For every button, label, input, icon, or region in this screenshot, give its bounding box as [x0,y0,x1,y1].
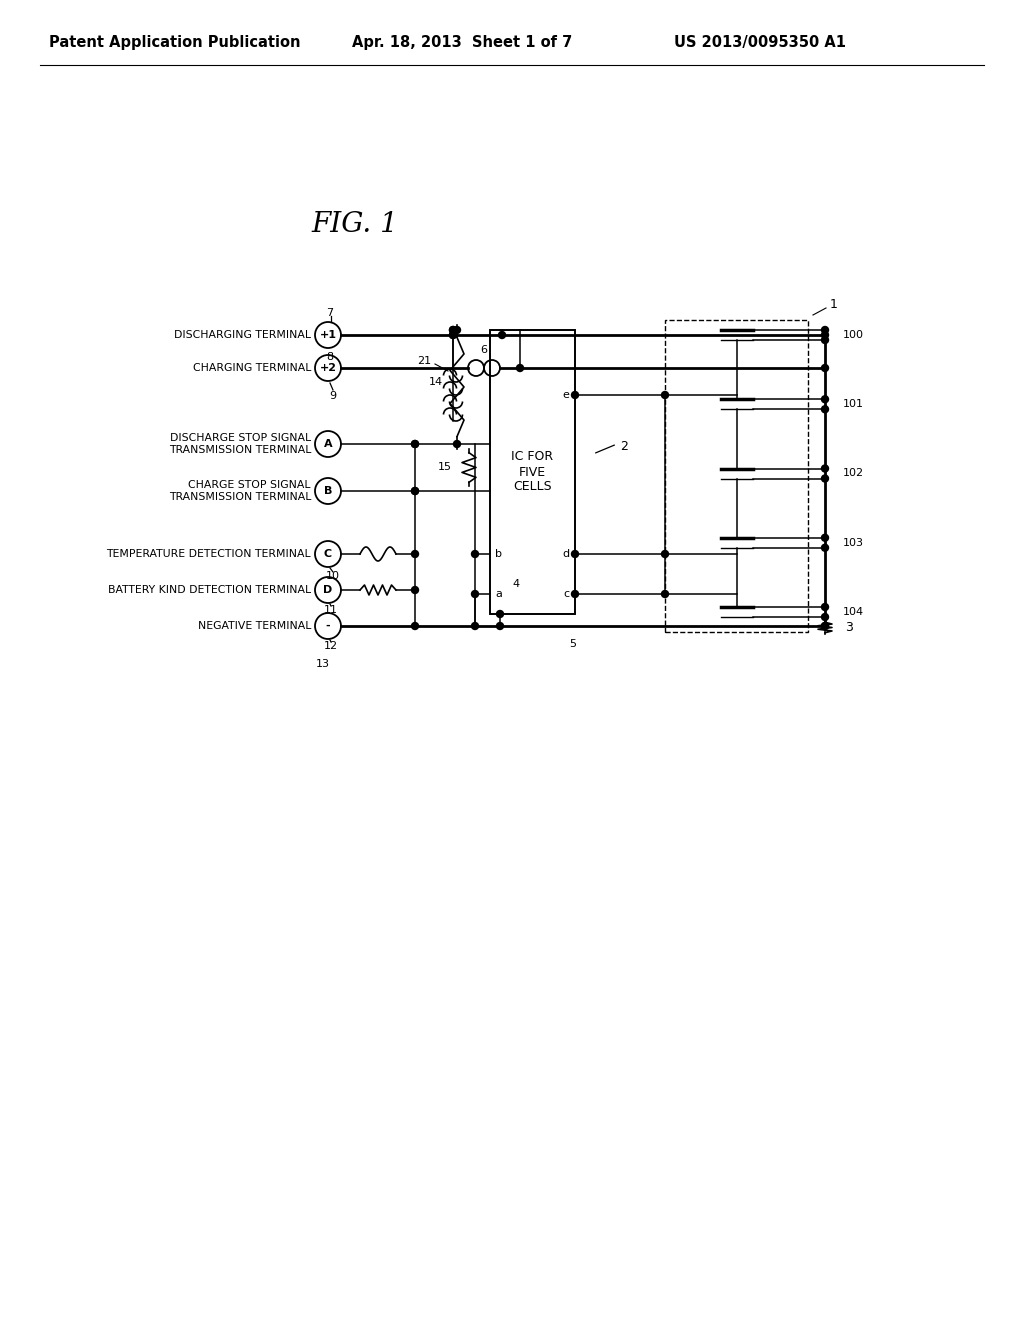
Text: 2: 2 [620,441,628,454]
Text: NEGATIVE TERMINAL: NEGATIVE TERMINAL [198,620,311,631]
Text: 9: 9 [330,391,337,401]
Text: 3: 3 [845,620,853,634]
Text: a: a [496,589,503,599]
Circle shape [450,331,457,338]
Circle shape [821,405,828,413]
Circle shape [571,590,579,598]
Text: c: c [563,589,569,599]
Text: US 2013/0095350 A1: US 2013/0095350 A1 [674,34,846,49]
Circle shape [662,590,669,598]
Text: 10: 10 [326,572,340,581]
Circle shape [454,326,461,334]
Text: IC FOR
FIVE
CELLS: IC FOR FIVE CELLS [511,450,554,494]
Text: BATTERY KIND DETECTION TERMINAL: BATTERY KIND DETECTION TERMINAL [108,585,311,595]
Circle shape [821,396,828,403]
Circle shape [821,465,828,473]
Text: +1: +1 [319,330,337,341]
Text: 4: 4 [512,579,519,589]
Text: 12: 12 [324,642,338,651]
Text: CHARGING TERMINAL: CHARGING TERMINAL [193,363,311,374]
Text: 11: 11 [324,605,338,615]
Circle shape [412,487,419,495]
Circle shape [821,475,828,482]
Circle shape [516,364,523,371]
Circle shape [821,614,828,620]
Text: FIG. 1: FIG. 1 [311,211,398,239]
Circle shape [821,331,828,338]
Text: d: d [562,549,569,558]
Text: e: e [562,389,569,400]
Text: CHARGE STOP SIGNAL
TRANSMISSION TERMINAL: CHARGE STOP SIGNAL TRANSMISSION TERMINAL [169,479,311,502]
Circle shape [412,586,419,594]
Circle shape [454,441,461,447]
Text: 103: 103 [843,537,864,548]
Circle shape [662,550,669,557]
Circle shape [412,623,419,630]
Bar [490,330,575,614]
Text: DISCHARGE STOP SIGNAL
TRANSMISSION TERMINAL: DISCHARGE STOP SIGNAL TRANSMISSION TERMI… [169,433,311,455]
Text: 100: 100 [843,330,864,341]
Circle shape [821,535,828,541]
Circle shape [821,337,828,343]
Text: Patent Application Publication: Patent Application Publication [49,34,301,49]
Text: 1: 1 [830,298,838,312]
Text: D: D [324,585,333,595]
Text: -: - [326,620,331,631]
Circle shape [821,623,828,630]
Text: 6: 6 [480,345,487,355]
Text: 14: 14 [429,378,443,387]
Text: 7: 7 [327,308,334,318]
Text: A: A [324,440,333,449]
Text: DISCHARGING TERMINAL: DISCHARGING TERMINAL [174,330,311,341]
Circle shape [412,441,419,447]
Circle shape [571,550,579,557]
Circle shape [450,326,457,334]
Circle shape [497,610,504,618]
Circle shape [571,392,579,399]
Text: 101: 101 [843,399,864,409]
Text: 102: 102 [843,469,864,479]
Text: 104: 104 [843,607,864,616]
Text: 5: 5 [569,639,577,649]
Circle shape [412,550,419,557]
Text: 21: 21 [417,356,431,366]
Text: b: b [496,549,503,558]
Text: 8: 8 [327,351,334,362]
Circle shape [471,550,478,557]
Circle shape [821,364,828,371]
Circle shape [821,326,828,334]
Text: TEMPERATURE DETECTION TERMINAL: TEMPERATURE DETECTION TERMINAL [106,549,311,558]
Circle shape [412,487,419,495]
Circle shape [450,326,457,334]
Circle shape [497,623,504,630]
Circle shape [821,544,828,552]
Circle shape [499,331,506,338]
Circle shape [821,603,828,610]
Circle shape [471,590,478,598]
Bar [665,319,808,632]
Text: 15: 15 [438,462,452,473]
Circle shape [450,331,457,338]
Text: +2: +2 [319,363,337,374]
Circle shape [662,392,669,399]
Circle shape [471,623,478,630]
Text: 13: 13 [316,659,330,669]
Text: B: B [324,486,332,496]
Circle shape [412,441,419,447]
Text: Apr. 18, 2013  Sheet 1 of 7: Apr. 18, 2013 Sheet 1 of 7 [352,34,572,49]
Circle shape [821,623,828,630]
Text: C: C [324,549,332,558]
